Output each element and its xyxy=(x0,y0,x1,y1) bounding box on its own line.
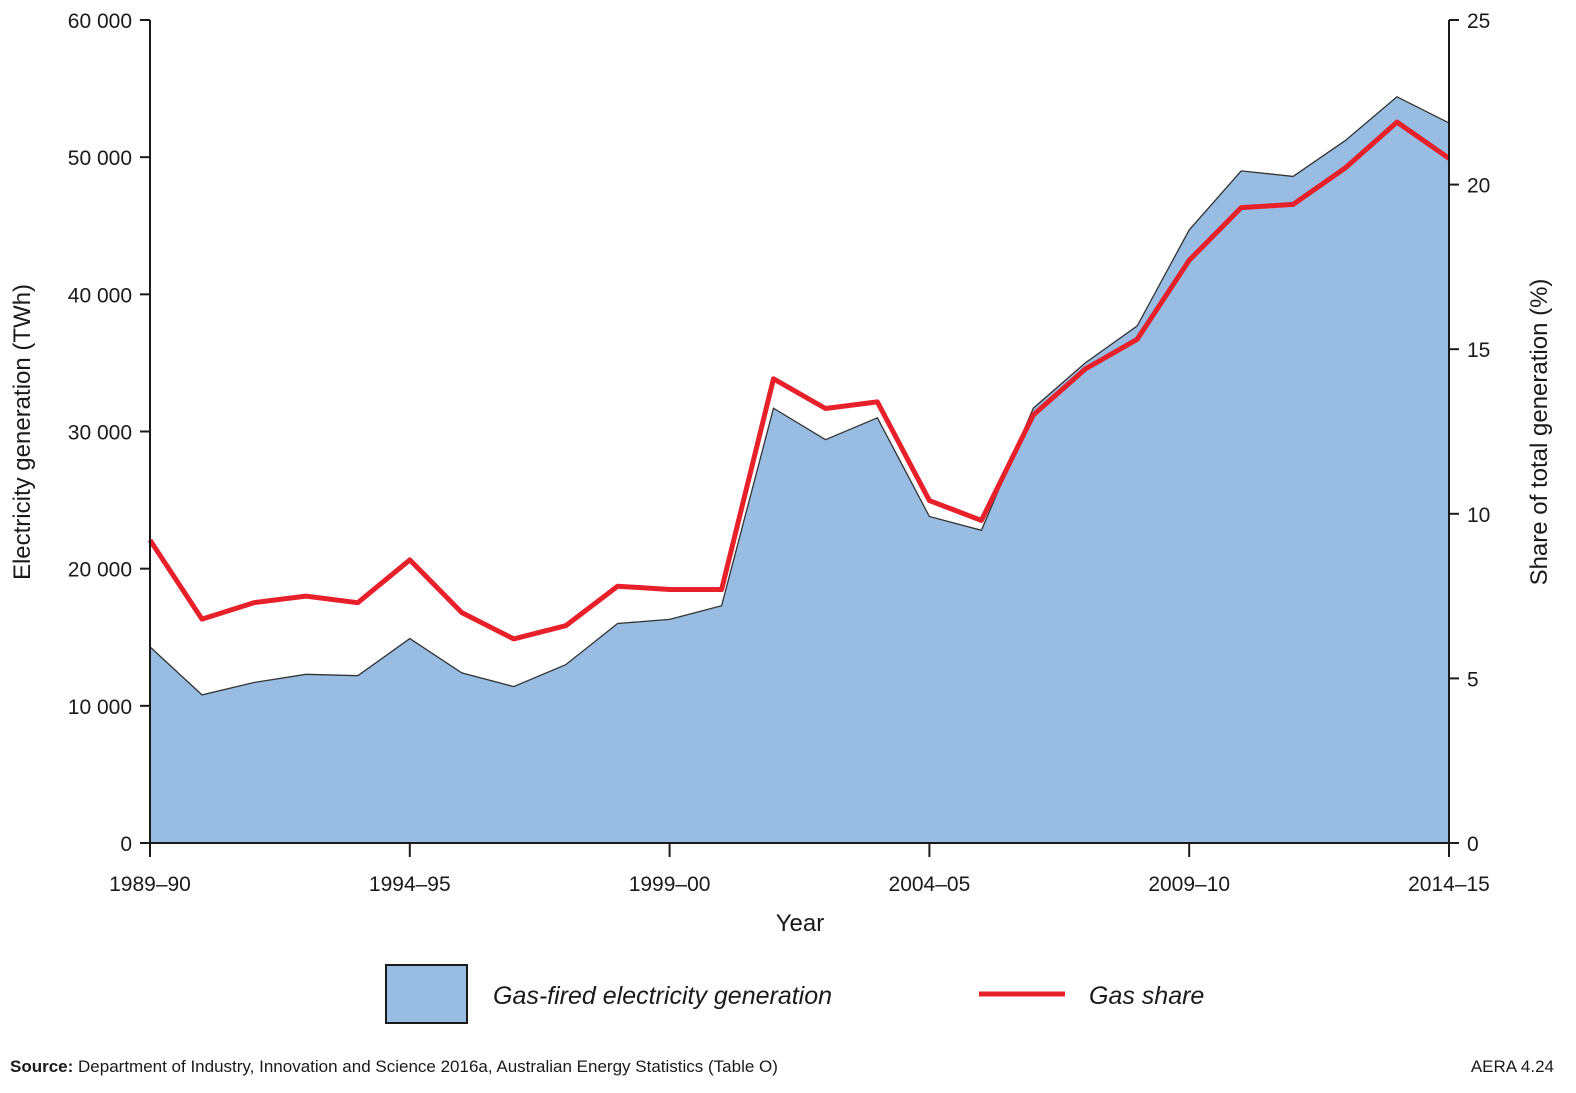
y-axis-title: Electricity generation (TWh) xyxy=(9,284,36,580)
x-tick-label: 1989–90 xyxy=(109,873,191,896)
x-axis-title: Year xyxy=(776,910,825,937)
y2-tick-label: 10 xyxy=(1467,504,1490,527)
y-tick-label: 30 000 xyxy=(68,422,132,445)
y2-tick-label: 15 xyxy=(1467,339,1490,362)
y2-tick-label: 20 xyxy=(1467,175,1490,198)
y-tick-label: 60 000 xyxy=(68,10,132,33)
y-tick-label: 10 000 xyxy=(68,696,132,719)
source-note: Source: Department of Industry, Innovati… xyxy=(10,1057,778,1077)
left-y-ticks: 0 10 000 20 000 30 000 40 000 50 000 60 000 xyxy=(68,10,150,856)
source-prefix: Source: xyxy=(10,1057,74,1076)
axes: 0 10 000 20 000 30 000 40 000 50 000 60 000 0 5… xyxy=(68,10,1491,896)
legend: Gas-fired electricity generation Gas sha… xyxy=(385,964,1204,1024)
gas-generation-area-outline xyxy=(149,96,1450,696)
x-tick-label: 1994–95 xyxy=(369,873,451,896)
figure-id: AERA 4.24 xyxy=(1470,1057,1554,1076)
x-tick-label: 1999–00 xyxy=(629,873,711,896)
y-tick-label: 50 000 xyxy=(68,147,132,170)
gas-generation-area xyxy=(150,96,1449,844)
right-y-ticks: 0 5 10 15 20 25 xyxy=(1449,10,1490,856)
y-tick-label: 20 000 xyxy=(68,559,132,582)
y2-tick-label: 0 xyxy=(1467,833,1479,856)
y2-axis-title: Share of total generation (%) xyxy=(1526,279,1553,586)
plot-area xyxy=(147,96,1451,844)
legend-area-label: Gas-fired electricity generation xyxy=(493,982,832,1010)
y-tick-label: 0 xyxy=(120,833,132,856)
y2-tick-label: 5 xyxy=(1467,668,1479,691)
y-tick-label: 40 000 xyxy=(68,284,132,307)
legend-area-swatch xyxy=(385,964,468,1024)
source-text: Department of Industry, Innovation and S… xyxy=(73,1057,778,1076)
gas-share-line xyxy=(147,119,1451,642)
y2-tick-label: 25 xyxy=(1467,10,1490,33)
x-tick-label: 2004–05 xyxy=(889,873,971,896)
legend-line-label: Gas share xyxy=(1089,982,1204,1010)
x-tick-label: 2009–10 xyxy=(1148,873,1230,896)
x-tick-label: 2014–15 xyxy=(1408,873,1490,896)
x-ticks: 1989–90 1994–95 1999–00 2004–05 2009–10 2014–… xyxy=(109,843,1490,896)
